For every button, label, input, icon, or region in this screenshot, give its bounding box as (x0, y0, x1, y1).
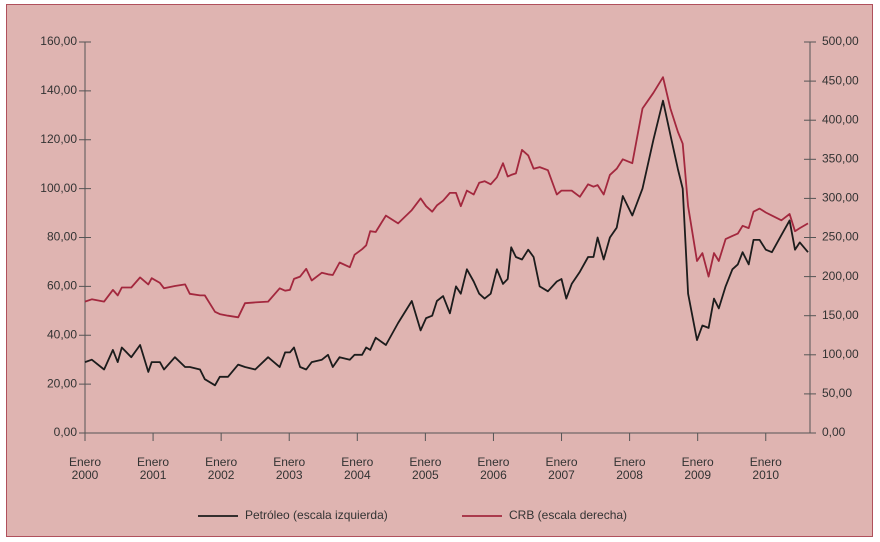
y2-tick-label: 350,00 (822, 151, 859, 165)
x-tick-label: Enero 2005 (409, 455, 442, 482)
x-tick-label: Enero 2004 (341, 455, 374, 482)
y-tick-label: 160,00 (40, 34, 77, 48)
legend-label: CRB (escala derecha) (509, 508, 627, 522)
y2-tick-label: 100,00 (822, 347, 859, 361)
x-tick-label: Enero 2002 (205, 455, 238, 482)
y-tick-label: 80,00 (47, 230, 77, 244)
y-tick-label: 0,00 (54, 425, 78, 439)
y2-tick-label: 300,00 (822, 191, 859, 205)
y2-tick-label: 50,00 (822, 386, 852, 400)
x-tick-label: Enero 2000 (68, 455, 102, 482)
y-tick-label: 120,00 (40, 132, 77, 146)
y2-tick-label: 0,00 (822, 425, 846, 439)
data-line (84, 76, 809, 319)
y2-tick-label: 200,00 (822, 269, 859, 283)
legend-label: Petróleo (escala izquierda) (245, 508, 388, 522)
x-tick-label: Enero 2006 (477, 455, 510, 482)
x-tick-label: Enero 2001 (137, 455, 170, 482)
data-line (84, 99, 809, 387)
y2-tick-label: 400,00 (822, 112, 859, 126)
y-tick-label: 20,00 (47, 376, 77, 390)
y-tick-label: 140,00 (40, 83, 77, 97)
x-tick-label: Enero 2009 (681, 455, 714, 482)
y-tick-label: 40,00 (47, 327, 77, 341)
y-tick-label: 100,00 (40, 181, 77, 195)
x-tick-label: Enero 2008 (613, 455, 646, 482)
x-tick-label: Enero 2007 (545, 455, 578, 482)
y-tick-label: 60,00 (47, 279, 77, 293)
chart-frame (6, 4, 873, 537)
y2-tick-label: 250,00 (822, 230, 859, 244)
y2-tick-label: 500,00 (822, 34, 859, 48)
x-tick-label: Enero 2010 (749, 455, 782, 482)
x-tick-label: Enero 2003 (273, 455, 306, 482)
y2-tick-label: 450,00 (822, 73, 859, 87)
y2-tick-label: 150,00 (822, 308, 859, 322)
